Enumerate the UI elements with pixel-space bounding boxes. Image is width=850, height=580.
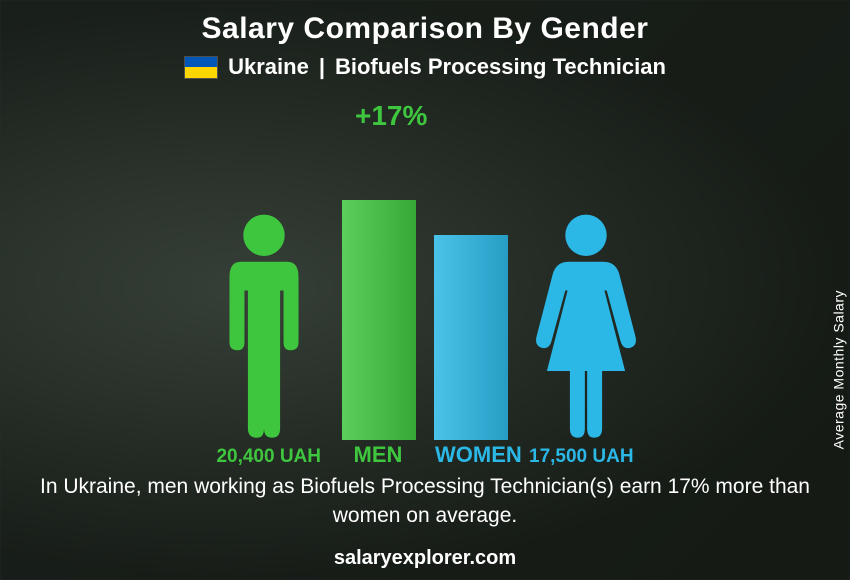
flag-top-stripe [185, 57, 217, 68]
description-text: In Ukraine, men working as Biofuels Proc… [40, 473, 810, 530]
separator: | [319, 54, 325, 80]
page-title: Salary Comparison By Gender [0, 0, 850, 46]
difference-percent-label: +17% [355, 100, 427, 132]
flag-bottom-stripe [185, 67, 217, 78]
women-value-label: 17,500 UAH [529, 446, 634, 468]
job-title-label: Biofuels Processing Technician [335, 54, 666, 80]
men-bar [342, 200, 416, 440]
subtitle-row: Ukraine | Biofuels Processing Technician [0, 54, 850, 80]
male-person-icon [204, 210, 324, 440]
women-category-label: WOMEN [435, 442, 509, 468]
chart-area: +17% [0, 100, 850, 440]
men-value-label: 20,400 UAH [216, 446, 321, 468]
women-bar-column [434, 100, 508, 440]
men-category-label: MEN [341, 442, 415, 468]
women-bar [434, 235, 508, 440]
women-icon-column [526, 100, 646, 440]
infographic-content: Salary Comparison By Gender Ukraine | Bi… [0, 0, 850, 580]
female-person-icon [526, 210, 646, 440]
y-axis-label: Average Monthly Salary [830, 290, 846, 449]
footer-source: salaryexplorer.com [0, 547, 850, 570]
men-bar-column [342, 100, 416, 440]
labels-row: 20,400 UAH MEN WOMEN 17,500 UAH [0, 436, 850, 468]
men-icon-column [204, 100, 324, 440]
country-label: Ukraine [228, 54, 309, 80]
ukraine-flag-icon [184, 56, 218, 79]
